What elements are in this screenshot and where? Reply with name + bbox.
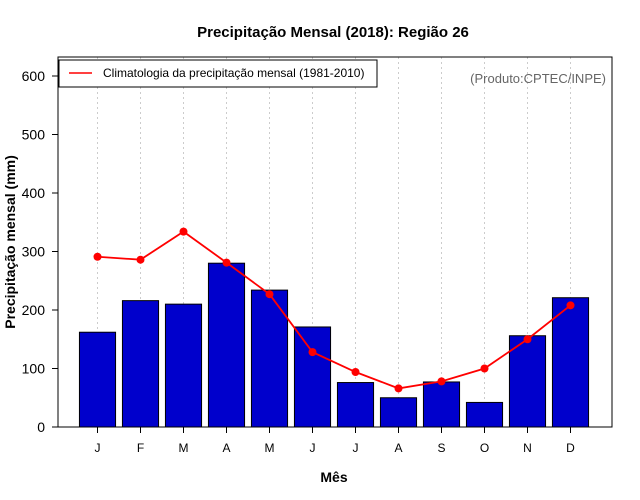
climatology-point	[265, 290, 274, 299]
bar	[293, 326, 332, 428]
x-tick-label: N	[523, 441, 532, 455]
climatology-point	[394, 384, 403, 393]
climatology-point	[136, 255, 145, 264]
x-tick-label: M	[265, 441, 275, 455]
bar	[78, 331, 117, 428]
chart-title: Precipitação Mensal (2018): Região 26	[197, 24, 469, 41]
y-tick-label: 400	[22, 185, 46, 201]
climatology-point	[480, 364, 489, 373]
x-tick-label: O	[480, 441, 489, 455]
bar	[207, 262, 246, 428]
x-tick-label: J	[95, 441, 101, 455]
y-tick-label: 100	[22, 361, 46, 377]
y-tick-label: 500	[22, 127, 46, 143]
y-tick-label: 600	[22, 68, 46, 84]
x-tick-label: S	[437, 441, 445, 455]
x-axis-label: Mês	[320, 469, 347, 485]
bar	[551, 297, 590, 428]
bar	[379, 397, 418, 428]
x-tick-label: A	[222, 441, 230, 455]
x-tick-label: A	[394, 441, 402, 455]
plot-frame	[57, 56, 613, 428]
x-tick-label: J	[353, 441, 359, 455]
legend: Climatologia da precipitação mensal (198…	[58, 59, 378, 88]
y-tick-label: 0	[37, 419, 45, 435]
bar	[508, 335, 547, 428]
climatology-point	[222, 258, 231, 267]
climatology-point	[179, 227, 188, 236]
climatology-point	[93, 252, 102, 261]
y-tick-label: 300	[22, 244, 46, 260]
bar	[250, 289, 289, 428]
climatology-point	[437, 377, 446, 386]
y-axis: 0 100 200 300 400 500 600	[22, 68, 58, 435]
climatology-line	[93, 227, 575, 393]
legend-entry-climatology: Climatologia da precipitação mensal (198…	[103, 66, 364, 80]
legend-box	[58, 59, 378, 88]
climatology-point	[308, 348, 317, 357]
climatology-point	[351, 368, 360, 377]
climatology-series-line	[97, 230, 572, 390]
y-axis-label: Precipitação mensal (mm)	[2, 155, 18, 329]
bar	[465, 401, 504, 428]
bar	[164, 303, 203, 428]
grid-lines	[97, 57, 571, 427]
x-tick-label: F	[137, 441, 144, 455]
climatology-point	[566, 301, 575, 310]
x-tick-label: D	[566, 441, 575, 455]
source-annotation: (Produto:CPTEC/INPE)	[470, 71, 606, 86]
x-tick-label: J	[310, 441, 316, 455]
bar	[336, 382, 375, 428]
bars	[78, 262, 590, 428]
x-tick-label: M	[179, 441, 189, 455]
y-tick-label: 200	[22, 302, 46, 318]
bar	[121, 300, 160, 428]
climatology-point	[523, 335, 532, 344]
bar	[422, 381, 461, 428]
